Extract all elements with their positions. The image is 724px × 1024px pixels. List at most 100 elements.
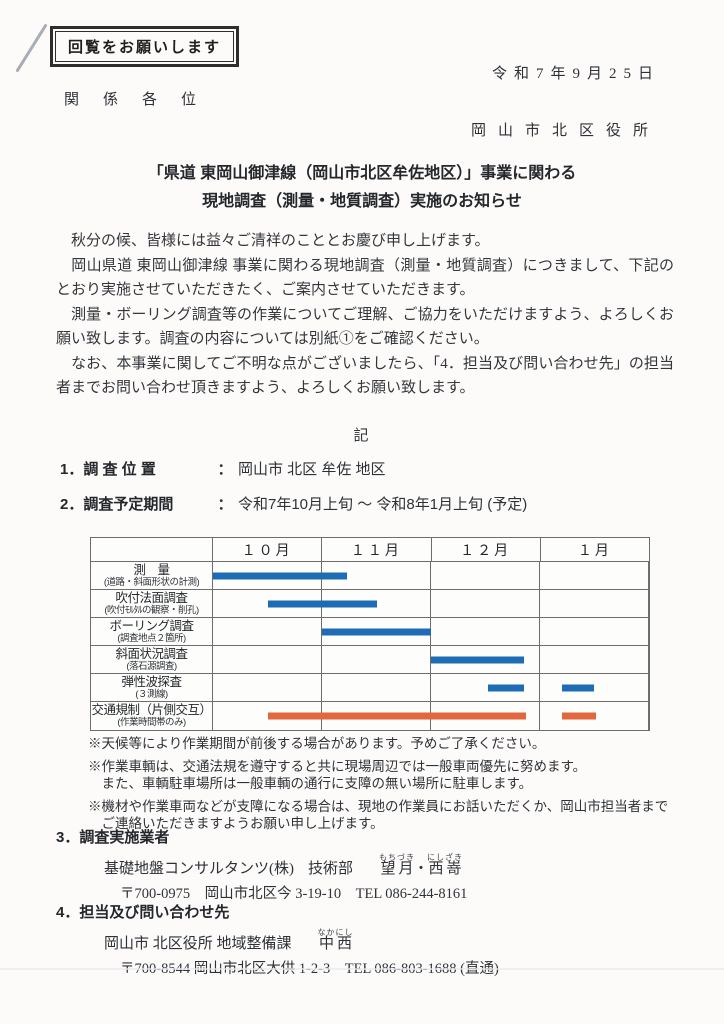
gantt-month-cell — [213, 646, 322, 673]
item-survey-period-label: 2．調査予定期間 — [60, 496, 174, 513]
gantt-month-cell — [431, 646, 540, 673]
gantt-row: 弾性波探査 (３測線) — [91, 674, 649, 702]
scan-artifact-line — [0, 968, 724, 970]
gantt-row-timeline — [213, 702, 649, 730]
gantt-header-months: １０月 １１月 １２月 １月 — [213, 538, 649, 561]
note-item: ※天候等により作業期間が前後する場合があります。予めご了承ください。 — [88, 736, 546, 751]
contractor-name-line: 基礎地盤コンサルタンツ(株) 技術部 望月もちづき・西嵜にしざき — [104, 853, 467, 878]
gantt-month-cell — [431, 674, 540, 701]
gantt-month-cell — [431, 702, 540, 730]
contractor-department: 技術部 — [308, 861, 354, 877]
gantt-row-label-sub: (作業時間帯のみ) — [117, 717, 186, 728]
gantt-month-cell — [322, 562, 431, 589]
gantt-row-label: 斜面状況調査 (落石源調査) — [91, 646, 213, 673]
section-contact: 4．担当及び問い合わせ先 岡山市 北区役所 地域整備課 中西なかにし 〒700-8… — [56, 901, 499, 978]
item-survey-location: 1．調 査 位 置 ： 岡山市 北区 牟佐 地区 — [60, 458, 527, 479]
gantt-month-cell — [540, 646, 649, 673]
gantt-row: ボーリング調査 (調査地点２箇所) — [91, 618, 649, 646]
gantt-month-cell — [322, 646, 431, 673]
item-survey-location-colon: ： — [217, 461, 233, 478]
item-survey-period-colon: ： — [217, 496, 233, 513]
section-contractor: 3．調査実施業者 基礎地盤コンサルタンツ(株) 技術部 望月もちづき・西嵜にしざき … — [56, 826, 467, 903]
body-paragraph: 秋分の候、皆様には益々ご清祥のこととお慶び申し上げます。 — [56, 233, 490, 249]
contact-office: 岡山市 北区役所 地域整備課 — [104, 936, 292, 952]
contractor-person1: 望月もちづき — [379, 853, 416, 877]
gantt-row-label: 弾性波探査 (３測線) — [91, 674, 213, 701]
gantt-bar — [561, 684, 595, 691]
gantt-header-row: １０月 １１月 １２月 １月 — [91, 538, 649, 562]
gantt-month-cell — [540, 674, 649, 701]
gantt-bar — [267, 600, 377, 607]
gantt-row-timeline — [213, 590, 649, 617]
gantt-row-timeline — [213, 562, 649, 589]
note-item: ※作業車輌は、交通法規を遵守すると共に現場周辺では一般車両優先に努めます。 また… — [88, 758, 587, 792]
gantt-row-label-main: ボーリング調査 — [109, 618, 194, 633]
gantt-row-label: ボーリング調査 (調査地点２箇所) — [91, 618, 213, 645]
section-contractor-header: 3．調査実施業者 — [56, 829, 170, 846]
gantt-row: 斜面状況調査 (落石源調査) — [91, 646, 649, 674]
contractor-person-separator: ・ — [413, 861, 429, 877]
gantt-row-label-main: 測 量 — [133, 562, 170, 577]
body-paragraph: 測量・ボーリング調査等の作業についてご理解、ご協力をいただけますよう、よろしくお… — [56, 306, 674, 348]
notes-list: ※天候等により作業期間が前後する場合があります。予めご了承ください。 ※作業車輌は… — [88, 735, 694, 838]
gantt-row-label-main: 交通規制（片側交互） — [91, 703, 212, 717]
gantt-row-label: 吹付法面調査 (吹付ﾓﾙﾀﾙの観察・削孔) — [91, 590, 213, 617]
gantt-bar — [267, 712, 526, 720]
circulation-stamp-box: 回覧をお願いします — [50, 26, 240, 67]
gantt-month-cell — [213, 618, 322, 645]
gantt-row-label-main: 吹付法面調査 — [115, 590, 188, 605]
contractor-address: 〒700-0975 岡山市北区今 3-19-10 TEL 086-244-816… — [120, 886, 468, 902]
gantt-row-timeline — [213, 674, 649, 701]
contractor-company: 基礎地盤コンサルタンツ(株) — [104, 861, 294, 877]
gantt-row-label-sub: (落石源調査) — [126, 660, 177, 672]
schedule-gantt-table: １０月 １１月 １２月 １月 測 量 (道路・斜面形状の計測) 吹付法面調査 (吹付ﾓﾙﾀﾙ… — [90, 537, 650, 731]
body-paragraphs: 秋分の候、皆様には益々ご清祥のこととお慶び申し上げます。 岡山県道 東岡山御津線… — [56, 229, 674, 401]
contractor-person2: 西嵜にしざき — [427, 853, 464, 877]
body-paragraph: 岡山県道 東岡山御津線 事業に関わる現地調査（測量・地質調査）につきまして、下記… — [56, 257, 674, 299]
gantt-month-header: １１月 — [322, 538, 432, 561]
gantt-month-header: １月 — [577, 541, 612, 558]
gantt-header-label-cell — [91, 538, 213, 561]
ki-marker: 記 — [353, 428, 371, 444]
gantt-month-cell — [540, 562, 649, 589]
gantt-row: 吹付法面調査 (吹付ﾓﾙﾀﾙの観察・削孔) — [91, 590, 649, 618]
gantt-row-label-sub: (道路・斜面形状の計測) — [103, 576, 200, 588]
gantt-month-cell — [431, 590, 540, 617]
gantt-row-label: 交通規制（片側交互） (作業時間帯のみ) — [91, 702, 213, 730]
circulation-stamp-inner-border: 回覧をお願いします — [55, 31, 235, 62]
document-title: 「県道 東岡山御津線（岡山市北区牟佐地区）」事業に関わる 現地調査（測量・地質調… — [0, 160, 724, 216]
gantt-month-header: １２月 — [432, 538, 541, 561]
sender-office: 岡山市北区役所 — [470, 123, 660, 139]
gantt-month-cell — [322, 674, 431, 701]
gantt-bar — [487, 684, 524, 691]
recipients-line: 関係各位 — [64, 92, 221, 108]
item-survey-location-value: 岡山市 北区 牟佐 地区 — [238, 461, 386, 478]
gantt-row-label-main: 斜面状況調査 — [115, 646, 188, 661]
document-title-line1: 「県道 東岡山御津線（岡山市北区牟佐地区）」事業に関わる — [147, 165, 577, 182]
gantt-month-cell — [322, 590, 431, 617]
gantt-bar — [561, 712, 596, 720]
gantt-row-label-sub: (３測線) — [135, 688, 168, 700]
gantt-month-cell — [540, 618, 649, 645]
issue-date: 令和7年9月25日 — [491, 66, 660, 82]
gantt-month-cell — [213, 674, 322, 701]
body-paragraph: なお、本事業に関してご不明な点がございましたら、「4．担当及び問い合わせ先」の担… — [56, 355, 674, 397]
circulation-stamp-text: 回覧をお願いします — [68, 39, 222, 56]
gantt-row-label-sub: (吹付ﾓﾙﾀﾙの観察・削孔) — [104, 604, 199, 616]
numbered-items: 1．調 査 位 置 ： 岡山市 北区 牟佐 地区 2．調査予定期間 ： 令和7年… — [60, 458, 527, 528]
gantt-month-cell — [431, 562, 540, 589]
gantt-row-label-main: 弾性波探査 — [121, 674, 182, 689]
gantt-row-label-sub: (調査地点２箇所) — [117, 632, 186, 644]
section-contact-header: 4．担当及び問い合わせ先 — [56, 904, 230, 921]
gantt-month-cell — [431, 618, 540, 645]
gantt-bar — [431, 656, 524, 663]
gantt-row: 測 量 (道路・斜面形状の計測) — [91, 562, 649, 590]
document-title-line2: 現地調査（測量・地質調査）実施のお知らせ — [202, 193, 522, 210]
gantt-month-cell — [540, 702, 649, 730]
contact-office-line: 岡山市 北区役所 地域整備課 中西なかにし — [104, 928, 499, 953]
gantt-bar — [213, 572, 348, 579]
gantt-row: 交通規制（片側交互） (作業時間帯のみ) — [91, 702, 649, 730]
gantt-row-timeline — [213, 618, 649, 645]
contact-person: 中西なかにし — [317, 928, 354, 952]
